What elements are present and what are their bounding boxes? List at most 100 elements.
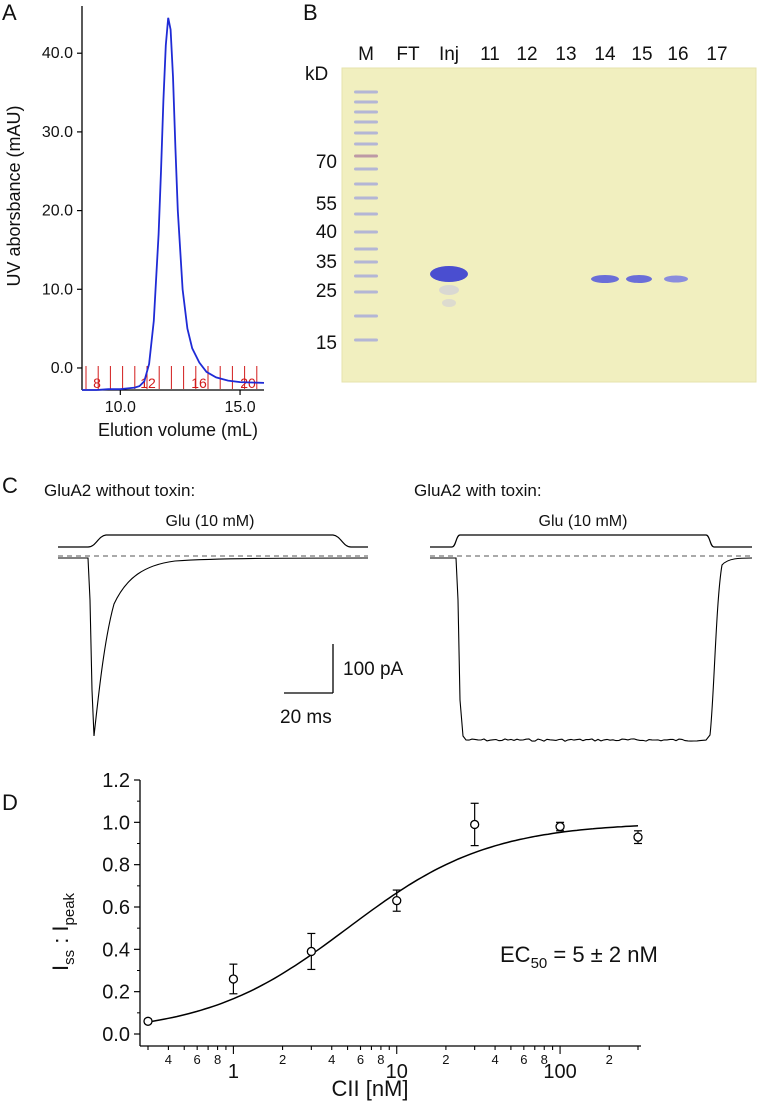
ladder-band (354, 196, 378, 200)
dose-data-point (228, 974, 239, 984)
dose-y-tick-label: 0.2 (102, 982, 130, 1004)
dose-data-point (555, 821, 565, 832)
gel-lane-label: 12 (516, 44, 537, 65)
chromatogram-y-tick-label: 10.0 (42, 281, 73, 298)
ladder-band (354, 290, 378, 294)
gel-lane-label: 15 (631, 44, 652, 65)
chromatogram-y-tick-label: 0.0 (51, 360, 73, 377)
gel-marker-label: 35 (316, 252, 337, 273)
current-trace-with-toxin (430, 557, 753, 742)
stimulus-step-left (58, 534, 368, 548)
stimulus-step-right (430, 534, 752, 548)
ladder-band (354, 120, 378, 124)
gel-marker-label: 15 (316, 333, 337, 354)
dose-x-minor-label: 6 (357, 1052, 364, 1067)
gel-lane-label: Inj (439, 44, 459, 65)
gel-marker-label: 55 (316, 194, 337, 215)
ladder-band (354, 154, 378, 158)
chromatogram-y-tick-label: 20.0 (42, 203, 73, 220)
chromatogram-chart: 0.010.020.030.040.0 10.0 15.0 8 12 16 20 Elu… (4, 6, 265, 440)
gel-unit-label: kD (305, 64, 328, 85)
dose-data-point (633, 832, 643, 842)
dose-x-minor-label: 4 (328, 1052, 335, 1067)
dose-x-label: CII [nM] (331, 1076, 408, 1101)
ladder-band (354, 182, 378, 186)
dose-x-minor-label: 4 (491, 1052, 498, 1067)
dose-data-point (470, 819, 480, 830)
panel-label-d: D (2, 790, 18, 815)
dose-x-minor-label: 2 (442, 1052, 449, 1067)
dose-x-minor-label: 6 (194, 1052, 201, 1067)
gel-lane-label: FT (396, 44, 420, 65)
current-traces: GluA2 without toxin: GluA2 with toxin: G… (44, 481, 753, 742)
dose-y-tick-label: 0.8 (102, 855, 130, 877)
gel-marker-label: 25 (316, 281, 337, 302)
ladder-band (354, 260, 378, 264)
ladder-band (354, 212, 378, 216)
dose-data-point (392, 896, 402, 906)
dose-fit-curve (147, 825, 639, 1023)
current-trace-without-toxin (58, 557, 369, 737)
dose-x-minor-label: 4 (165, 1052, 172, 1067)
chromatogram-x-label: Elution volume (mL) (98, 420, 258, 440)
dose-x-major-label: 10 (386, 1061, 408, 1083)
dose-x-minor-label: 8 (541, 1052, 548, 1067)
gel-lane-label: 16 (667, 44, 688, 65)
dose-y-label: Iss : Ipeak (48, 892, 78, 971)
dose-y-tick-label: 0.0 (102, 1024, 130, 1046)
dose-data-point (306, 946, 316, 957)
gel-lane-label: 14 (594, 44, 616, 65)
gel-lane-label: 11 (480, 44, 500, 65)
ladder-band (354, 110, 378, 114)
svg-text:Iss : Ipeak: Iss : Ipeak (48, 892, 78, 971)
fraction-label: 8 (93, 375, 101, 391)
panel-label-c: C (2, 473, 18, 498)
dose-y-tick-label: 1.0 (102, 812, 130, 834)
dose-x-major-label: 100 (543, 1061, 576, 1083)
ladder-band (354, 274, 378, 278)
gel-band-14 (591, 275, 619, 283)
trace-title-without-toxin: GluA2 without toxin: (44, 481, 195, 500)
chromatogram-y-label: UV aborsbance (mAU) (4, 105, 24, 286)
dose-x-minor-label: 6 (520, 1052, 527, 1067)
dose-x-major-label: 1 (228, 1061, 239, 1083)
chromatogram-x-tick-label: 15.0 (224, 399, 255, 416)
ladder-band (354, 142, 378, 146)
dose-x-minor-label: 2 (279, 1052, 286, 1067)
dose-data-point (143, 1016, 153, 1026)
chromatogram-trace (82, 17, 265, 391)
fraction-label: 16 (191, 375, 207, 391)
panel-label-a: A (2, 0, 17, 25)
ec50-annotation: EC50 = 5 ± 2 nM (500, 942, 658, 972)
gel-band-inj (430, 266, 468, 282)
dose-x-minor-label: 2 (606, 1052, 613, 1067)
scalebar-current-label: 100 pA (343, 659, 404, 680)
ladder-band (354, 247, 378, 251)
ladder-band (354, 314, 378, 318)
dose-y-tick-label: 1.2 (102, 770, 130, 792)
ladder-band (354, 90, 378, 94)
gel-marker-label: 70 (316, 152, 337, 173)
gel-lane-label: 13 (555, 44, 576, 65)
gel-lane-label: 17 (706, 44, 727, 65)
gel-band-15 (626, 275, 652, 283)
stimulus-label-right: Glu (10 mM) (539, 513, 628, 530)
stimulus-label-left: Glu (10 mM) (166, 513, 255, 530)
marker-ladder (354, 90, 378, 342)
gel-background (342, 68, 756, 382)
chromatogram-y-tick-label: 40.0 (42, 45, 73, 62)
chromatogram-y-tick-label: 30.0 (42, 124, 73, 141)
ladder-band (354, 167, 378, 171)
dose-x-minor-label: 8 (214, 1052, 221, 1067)
gel-lane-label: M (358, 44, 374, 65)
chromatogram-x-tick-label: 10.0 (105, 399, 136, 416)
ladder-band (354, 230, 378, 234)
gel-marker-label: 40 (316, 222, 337, 243)
trace-title-with-toxin: GluA2 with toxin: (414, 481, 542, 500)
panel-label-b: B (303, 0, 318, 25)
scalebar-time-label: 20 ms (280, 707, 332, 728)
ladder-band (354, 131, 378, 135)
gel-band-16 (664, 275, 688, 283)
